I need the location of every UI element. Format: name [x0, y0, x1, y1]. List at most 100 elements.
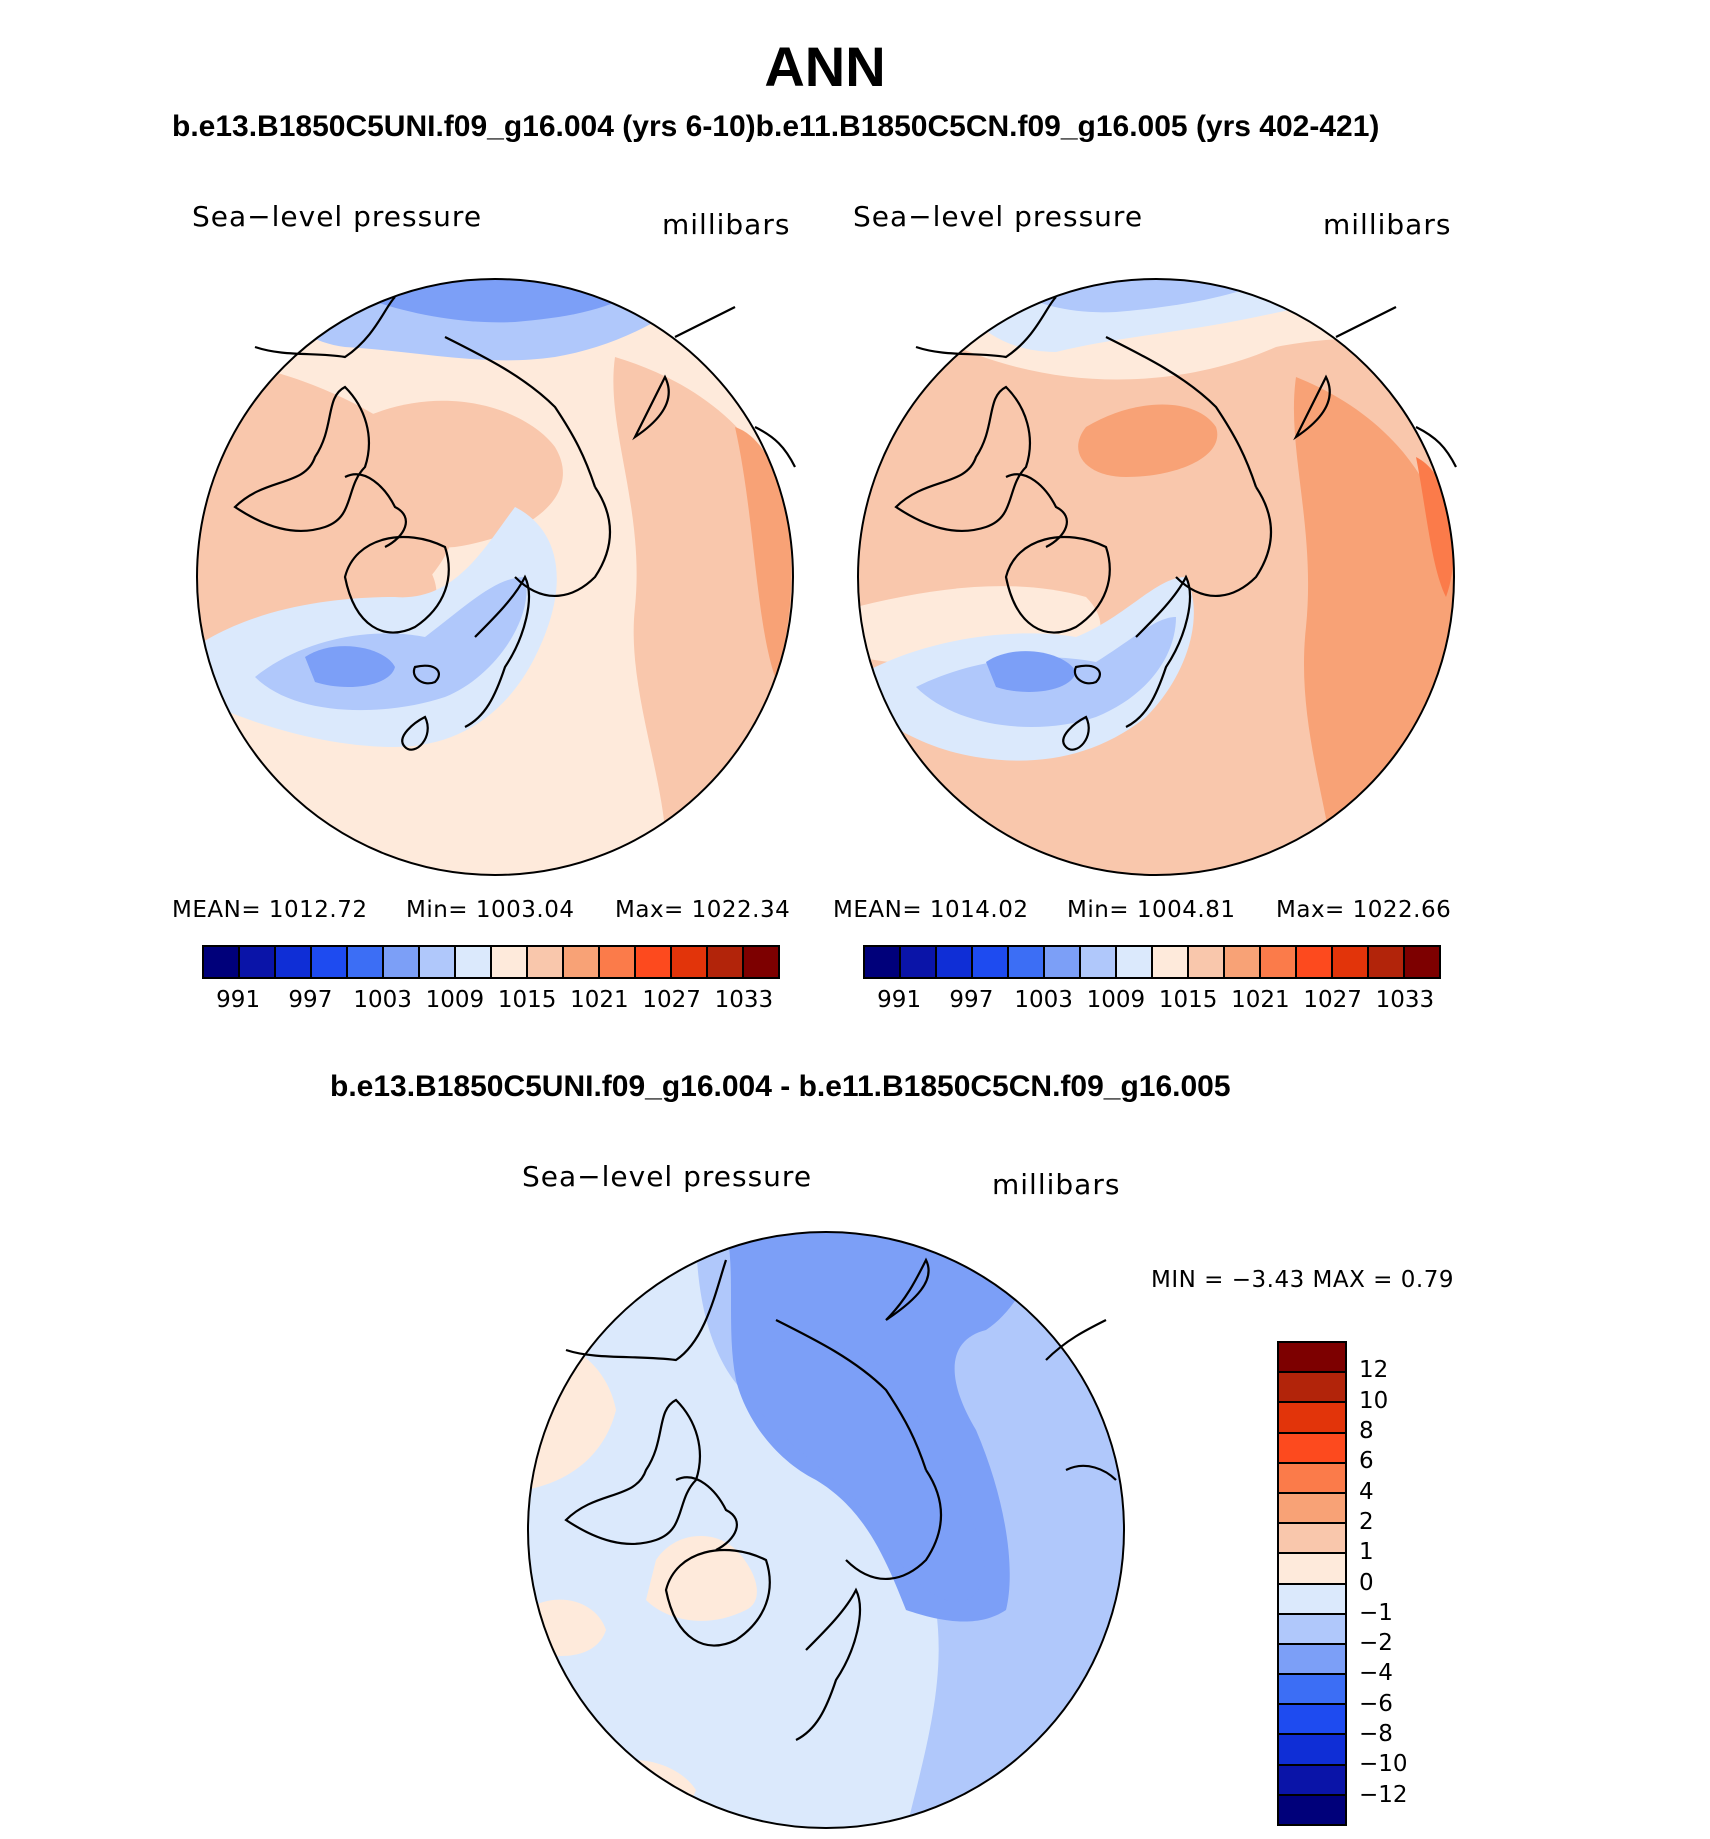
panel2-min: Min= 1004.81 — [1067, 897, 1236, 923]
panel3-colorbar-tick-label: 10 — [1359, 1387, 1389, 1414]
panel3-colorbar-swatch — [1279, 1554, 1345, 1585]
panel3-colorbar-tick-label: 2 — [1359, 1508, 1374, 1535]
panel1-colorbar-swatch — [348, 947, 384, 977]
panel1-colorbar-swatch — [420, 947, 456, 977]
panel2-colorbar-tick-label: 997 — [949, 987, 994, 1013]
panel1-fill-warm-east-core — [735, 427, 792, 677]
panel3-colorbar-tick-label: −8 — [1359, 1721, 1393, 1748]
panel2-colorbar-swatch — [1009, 947, 1045, 977]
panel2-mean: MEAN= 1014.02 — [833, 897, 1029, 923]
panel2-colorbar-swatch — [1297, 947, 1333, 977]
panel3-colorbar-tick-label: −4 — [1359, 1660, 1393, 1687]
panel2-colorbar-swatch — [1117, 947, 1153, 977]
panel3-colorbar-swatch — [1279, 1403, 1345, 1434]
panel1-min: Min= 1003.04 — [406, 897, 575, 923]
panel3-colorbar-swatch — [1279, 1675, 1345, 1706]
panel2-colorbar-tick-label: 1033 — [1375, 987, 1435, 1013]
panel1-colorbar-tick-label: 1021 — [570, 987, 629, 1013]
panel3-colorbar-swatch — [1279, 1463, 1345, 1494]
panel1-colorbar-swatch — [240, 947, 276, 977]
panel1-colorbar-swatch — [456, 947, 492, 977]
panel3-colorbar-swatch — [1279, 1765, 1345, 1796]
panel1-colorbar-swatch — [312, 947, 348, 977]
panel2-colorbar-swatch — [865, 947, 901, 977]
panel3-colorbar-tick-label: 6 — [1359, 1448, 1374, 1475]
panel1-colorbar-swatch — [600, 947, 636, 977]
panel3-colorbar-swatch — [1279, 1735, 1345, 1766]
panel2-colorbar-swatch — [1405, 947, 1439, 977]
panel3-colorbar-swatch — [1279, 1584, 1345, 1615]
panel2-max: Max= 1022.66 — [1276, 897, 1452, 923]
panel1-colorbar-tick-label: 997 — [288, 987, 333, 1013]
panel1-coastlines — [233, 296, 796, 751]
panel3-fill-cool-pole — [746, 1339, 985, 1602]
panel1-colorbar-swatch — [708, 947, 744, 977]
panel2-colorbar-swatch — [1333, 947, 1369, 977]
panel2-colorbar-swatch — [901, 947, 937, 977]
panel3-map-boundary — [527, 1231, 1125, 1829]
panel1-colorbar-swatch — [744, 947, 778, 977]
panel1-max: Max= 1022.34 — [615, 897, 791, 923]
diff-title: b.e13.B1850C5UNI.f09_g16.004 - b.e11.B18… — [330, 1070, 1231, 1103]
panel1-colorbar-swatch — [492, 947, 528, 977]
panel3-colorbar-swatch — [1279, 1493, 1345, 1525]
panel2-colorbar-tick-label: 1027 — [1303, 987, 1362, 1013]
panel3-colorbar-swatch — [1279, 1373, 1345, 1404]
panel1-colorbar-tick-label: 1027 — [642, 987, 701, 1013]
panel2-colorbar-tick-label: 1003 — [1014, 987, 1073, 1013]
panel1-colorbar — [202, 945, 780, 979]
panel3-colorbar-tick-label: 1 — [1359, 1539, 1374, 1566]
panel2-variable-label: Sea−level pressure — [853, 200, 1144, 233]
panel3-fill-warm-greenland — [646, 1536, 757, 1621]
panel2-map-boundary — [857, 278, 1455, 876]
panel1-map-boundary — [196, 278, 794, 876]
panel1-mean: MEAN= 1012.72 — [172, 897, 368, 923]
panel2-colorbar-tick-label: 1015 — [1158, 987, 1218, 1013]
panel1-variable-label: Sea−level pressure — [192, 200, 483, 233]
panel3-colorbar-tick-label: 0 — [1359, 1569, 1374, 1596]
panel2-colorbar-swatch — [1045, 947, 1081, 977]
panel2-colorbar-swatch — [1225, 947, 1261, 977]
panel1-colorbar-tick-label: 1033 — [714, 987, 774, 1013]
panel1-map — [196, 278, 796, 876]
panel3-colorbar-swatch — [1279, 1795, 1345, 1824]
panel3-colorbar — [1277, 1341, 1347, 1826]
panel2-colorbar-tick-label: 991 — [877, 987, 922, 1013]
panel2-colorbar-swatch — [1189, 947, 1225, 977]
panel1-units-label: millibars — [662, 208, 791, 241]
panel2-colorbar-tick-label: 1009 — [1086, 987, 1146, 1013]
panel3-colorbar-swatch — [1279, 1644, 1345, 1676]
panel2-fill-cool-iceland-low — [986, 651, 1076, 692]
panel2-units-label: millibars — [1323, 208, 1452, 241]
panel1-colorbar-tick-label: 1009 — [425, 987, 485, 1013]
panel3-variable-label: Sea−level pressure — [522, 1160, 813, 1193]
figure-title: ANN — [764, 35, 886, 98]
panel2-colorbar — [863, 945, 1441, 979]
panel1-colorbar-swatch — [564, 947, 600, 977]
panel3-colorbar-tick-label: 4 — [1359, 1478, 1374, 1505]
run-pair-title: b.e13.B1850C5UNI.f09_g16.004 (yrs 6-10)b… — [172, 110, 1380, 143]
panel1-colorbar-tick-label: 1003 — [353, 987, 412, 1013]
panel3-minmax: MIN = −3.43 MAX = 0.79 — [1151, 1267, 1454, 1293]
panel3-map — [527, 1231, 1125, 1829]
panel1-colorbar-swatch — [528, 947, 564, 977]
panel1-colorbar-swatch — [672, 947, 708, 977]
panel2-colorbar-tick-label: 1021 — [1231, 987, 1290, 1013]
panel3-coastlines — [564, 1257, 1117, 1741]
panel3-units-label: millibars — [992, 1168, 1121, 1201]
panel3-colorbar-swatch — [1279, 1433, 1345, 1464]
panel2-fill-warm-pole-core — [1078, 404, 1218, 477]
panel2-colorbar-swatch — [937, 947, 973, 977]
panel1-colorbar-swatch — [204, 947, 240, 977]
panel1-colorbar-swatch — [636, 947, 672, 977]
panel3-colorbar-tick-label: 8 — [1359, 1417, 1374, 1444]
panel1-fill-cool-iceland-low — [305, 646, 395, 687]
panel3-colorbar-swatch — [1279, 1614, 1345, 1645]
panel1-colorbar-tick-label: 1015 — [497, 987, 557, 1013]
panel2-colorbar-swatch — [973, 947, 1009, 977]
panel3-colorbar-tick-label: −10 — [1359, 1751, 1408, 1778]
panel3-colorbar-tick-label: −2 — [1359, 1630, 1393, 1657]
panel2-colorbar-swatch — [1369, 947, 1405, 977]
panel2-colorbar-swatch — [1261, 947, 1297, 977]
panel2-coastlines — [894, 296, 1457, 751]
